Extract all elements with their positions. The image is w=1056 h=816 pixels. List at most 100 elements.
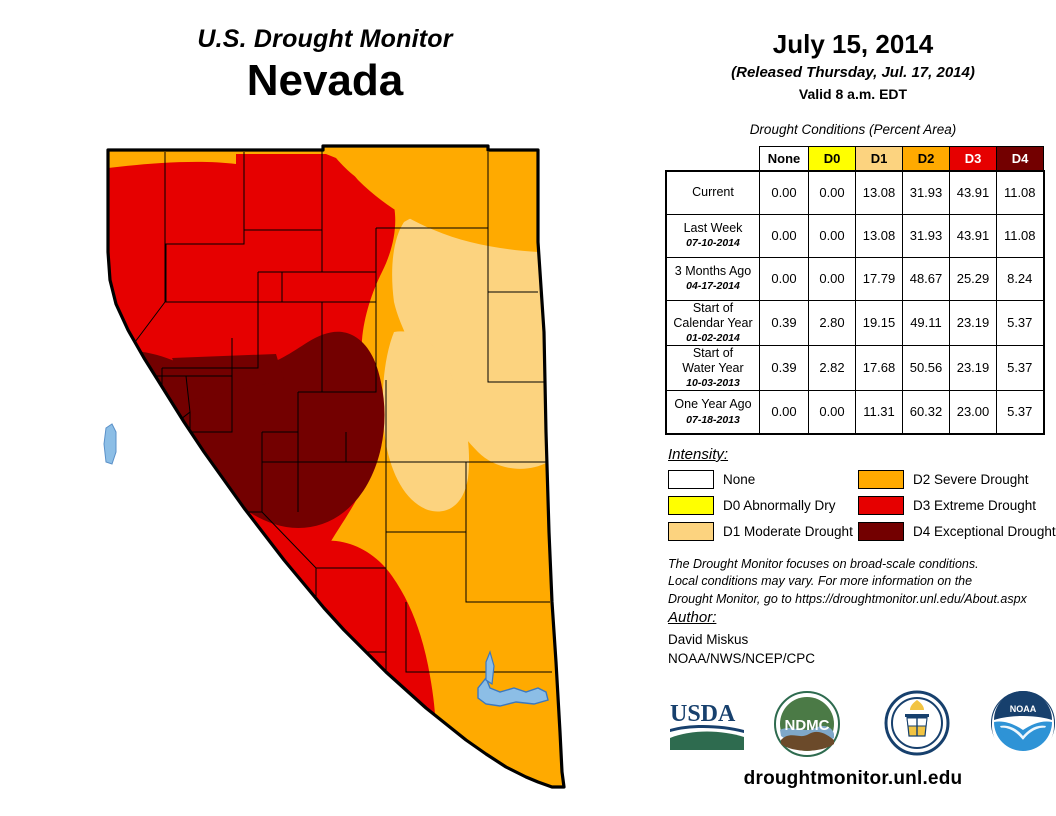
cell-d2: 60.32: [902, 390, 950, 435]
cell-none: 0.00: [759, 170, 809, 215]
cell-d4: 5.37: [996, 299, 1045, 346]
website-url[interactable]: droughtmonitor.unl.edu: [743, 768, 963, 789]
legend-label: None: [723, 471, 756, 487]
region-d3-north: [108, 154, 254, 346]
table-header-row: None D0 D1 D2 D3 D4: [666, 146, 1044, 172]
notes-line-1: The Drought Monitor focuses on broad-sca…: [668, 557, 979, 571]
usda-logo[interactable]: USDA: [668, 696, 746, 757]
svg-text:NOAA: NOAA: [1010, 704, 1037, 714]
legend-item: None: [668, 466, 853, 492]
lake-mead: [477, 676, 549, 707]
table-row: One Year Ago 07-18-2013 0.00 0.00 11.31 60.32…: [665, 390, 1045, 435]
cell-d3: 23.00: [949, 390, 997, 435]
virgin-river: [485, 650, 495, 686]
cell-d1: 19.15: [855, 299, 903, 346]
info-panel: July 15, 2014 (Released Thursday, Jul. 1…: [650, 0, 1056, 816]
legend-label: D4 Exceptional Drought: [913, 523, 1056, 539]
cell-d0: 0.00: [808, 170, 856, 215]
cell-d3: 23.19: [949, 344, 997, 392]
cell-d1: 11.31: [855, 390, 903, 435]
cell-d3: 43.91: [949, 170, 997, 215]
nevada-state-outline: [106, 144, 566, 789]
author-name: David Miskus: [668, 632, 749, 647]
table-row: Start of Calendar Year 01-02-2014 0.39 2.80 1…: [665, 299, 1045, 346]
notes-line-3: Drought Monitor, go to https://droughtmo…: [668, 591, 1027, 606]
legend-swatch: [858, 521, 904, 541]
report-date: July 15, 2014: [772, 29, 934, 59]
cell-none: 0.39: [759, 299, 809, 346]
map-panel: U.S. Drought Monitor Nevada: [0, 26, 650, 802]
table-body: Current 0.00 0.00 13.08 31.93 43.91 11.08 Last …: [665, 170, 1045, 435]
cell-d4: 11.08: [996, 213, 1045, 258]
column-header-d1: D1: [855, 146, 903, 172]
row-label: 3 Months Ago 04-17-2014: [665, 256, 760, 301]
notes-line-2: Local conditions may vary. For more info…: [668, 574, 973, 589]
drought-regions: [108, 146, 564, 787]
table-row: 3 Months Ago 04-17-2014 0.00 0.00 17.79 48.67…: [665, 256, 1045, 301]
column-header-d0: D0: [808, 146, 856, 172]
svg-text:NDMC: NDMC: [785, 717, 830, 734]
map-suptitle: U.S. Drought Monitor: [197, 25, 453, 53]
water-bodies: [103, 423, 549, 707]
column-header-d2: D2: [902, 146, 950, 172]
column-header-none: None: [759, 146, 809, 172]
legend-column-right: D2 Severe Drought D3 Extreme Drought D4 Ex…: [858, 466, 1056, 544]
cell-none: 0.39: [759, 344, 809, 392]
cell-d1: 17.68: [855, 344, 903, 392]
nevada-map-svg: [103, 144, 566, 789]
row-label: Last Week 07-10-2014: [665, 213, 760, 258]
region-d1-east: [392, 200, 552, 469]
cell-d1: 13.08: [855, 213, 903, 258]
table-caption: Drought Conditions (Percent Area): [749, 122, 957, 137]
commerce-seal[interactable]: [884, 690, 950, 761]
svg-text:USDA: USDA: [670, 701, 736, 727]
cell-d1: 13.08: [855, 170, 903, 215]
column-header-d4: D4: [996, 146, 1044, 172]
cell-d0: 0.00: [808, 213, 856, 258]
legend-label: D0 Abnormally Dry: [723, 497, 836, 513]
cell-d2: 49.11: [902, 299, 950, 346]
row-date: 04-17-2014: [686, 280, 740, 293]
legend-swatch: [858, 495, 904, 515]
page-title: Nevada: [246, 56, 404, 106]
legend-item: D3 Extreme Drought: [858, 492, 1056, 518]
date-block: July 15, 2014 (Released Thursday, Jul. 1…: [650, 29, 1056, 103]
cell-d4: 8.24: [996, 256, 1045, 301]
author-block: David Miskus NOAA/NWS/NCEP/CPC: [668, 630, 815, 668]
map-title-block: U.S. Drought Monitor Nevada: [0, 26, 650, 106]
legend-label: D3 Extreme Drought: [913, 497, 1037, 513]
row-date: 10-03-2013: [686, 377, 740, 390]
cell-d0: 0.00: [808, 390, 856, 435]
valid-time: Valid 8 a.m. EDT: [798, 85, 908, 102]
row-date: 07-18-2013: [686, 413, 740, 426]
cell-d3: 25.29: [949, 256, 997, 301]
row-date: 01-02-2014: [686, 332, 740, 344]
ndmc-logo[interactable]: NDMC: [773, 690, 841, 763]
cell-d0: 2.82: [808, 344, 856, 392]
cell-d0: 2.80: [808, 299, 856, 346]
cell-d0: 0.00: [808, 256, 856, 301]
region-d2-north-strip: [108, 150, 236, 168]
legend-label: D2 Severe Drought: [913, 471, 1029, 487]
cell-none: 0.00: [759, 256, 809, 301]
legend-swatch: [668, 521, 714, 541]
noaa-logo[interactable]: NOAA: [990, 690, 1056, 761]
nevada-drought-map[interactable]: [86, 132, 646, 802]
legend-swatch: [668, 469, 714, 489]
drought-conditions-table: None D0 D1 D2 D3 D4 Current 0.00 0.00 13.08…: [665, 146, 1045, 435]
legend-label: D1 Moderate Drought: [723, 523, 853, 539]
cell-none: 0.00: [759, 213, 809, 258]
release-date: (Released Thursday, Jul. 17, 2014): [731, 63, 975, 81]
cell-d2: 31.93: [902, 213, 950, 258]
cell-d4: 11.08: [996, 170, 1045, 215]
cell-d2: 48.67: [902, 256, 950, 301]
legend-swatch: [858, 469, 904, 489]
row-label: Start of Calendar Year 01-02-2014: [665, 299, 760, 346]
cell-d4: 5.37: [996, 344, 1045, 392]
legend-item: D0 Abnormally Dry: [668, 492, 853, 518]
table-row: Last Week 07-10-2014 0.00 0.00 13.08 31.93 43.…: [665, 213, 1045, 258]
legend-swatch: [668, 495, 714, 515]
row-label: One Year Ago 07-18-2013: [665, 390, 760, 435]
cell-d2: 31.93: [902, 170, 950, 215]
